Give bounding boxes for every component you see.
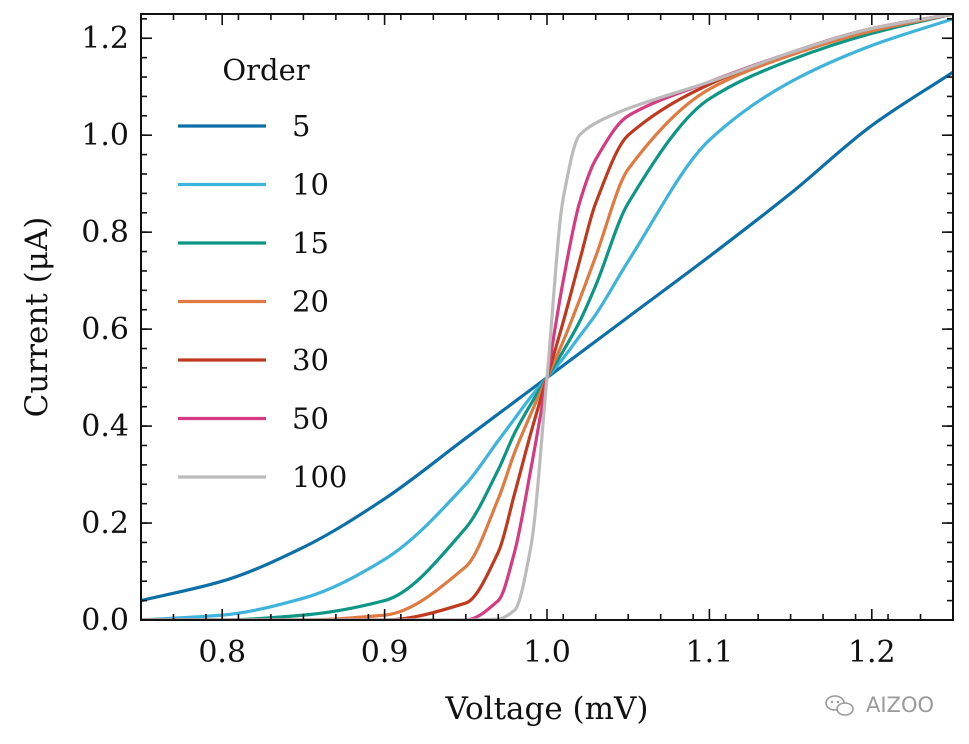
axis-ticks [140, 14, 954, 621]
legend-label: 20 [292, 285, 329, 319]
x-tick-label: 1.0 [523, 635, 571, 670]
watermark-text: AIZOO [866, 693, 934, 717]
y-tick-label: 0.0 [81, 603, 129, 638]
y-tick-label: 0.6 [81, 312, 129, 347]
y-tick-label: 0.8 [81, 215, 129, 250]
legend-label: 50 [292, 402, 329, 436]
legend-item-5: 5 [178, 109, 310, 143]
x-tick-label: 0.8 [198, 635, 246, 670]
x-tick-label: 1.2 [848, 635, 896, 670]
legend-item-50: 50 [178, 402, 329, 436]
watermark: AIZOO [825, 693, 934, 717]
y-tick-label: 1.2 [81, 21, 129, 56]
y-axis-title: Current (μA) [19, 217, 55, 418]
x-tick-label: 0.9 [361, 635, 409, 670]
legend-item-15: 15 [178, 226, 329, 260]
legend-title: Order [222, 53, 309, 87]
legend-label: 15 [292, 226, 329, 260]
legend-item-100: 100 [178, 460, 347, 494]
y-tick-label: 0.4 [81, 409, 129, 444]
legend-label: 100 [292, 460, 347, 494]
y-tick-label: 0.2 [81, 506, 129, 541]
legend-label: 5 [292, 109, 310, 143]
legend: Order 5 10 15 20 30 50 100 [178, 53, 347, 494]
x-tick-label: 1.1 [686, 635, 734, 670]
y-tick-label: 1.0 [81, 118, 129, 153]
legend-entries: 5 10 15 20 30 50 100 [178, 109, 347, 494]
legend-label: 30 [292, 343, 329, 377]
tick-labels: 0.8 0.9 1.0 1.1 1.2 0.0 0.2 0.4 0.6 0.8 1.0 1.2 [81, 21, 895, 670]
legend-label: 10 [292, 168, 329, 202]
legend-item-10: 10 [178, 168, 329, 202]
legend-item-30: 30 [178, 343, 329, 377]
x-axis-title: Voltage (mV) [444, 691, 648, 727]
wechat-icon [825, 695, 854, 716]
legend-item-20: 20 [178, 285, 329, 319]
